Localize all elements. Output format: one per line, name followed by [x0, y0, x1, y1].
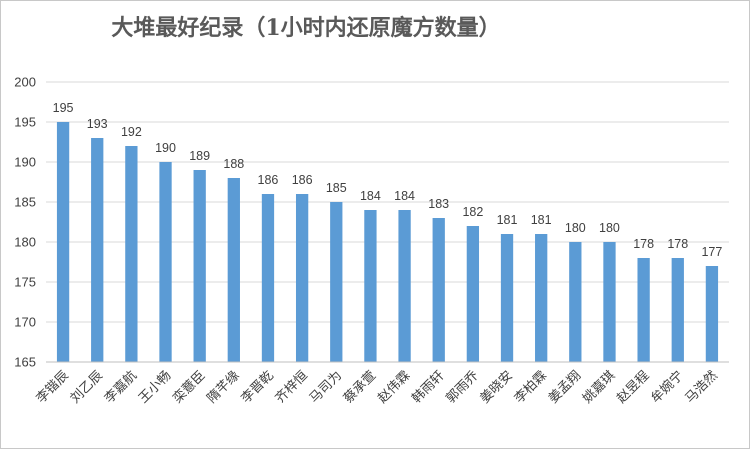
gridlines — [46, 81, 729, 323]
data-label: 180 — [565, 221, 586, 235]
data-label: 184 — [394, 189, 415, 203]
bars — [56, 122, 719, 362]
data-label: 186 — [292, 173, 313, 187]
chart-title: 大堆最好纪录（1小时内还原魔方数量） — [111, 15, 500, 41]
x-category-label: 马司为 — [307, 368, 345, 406]
data-label: 189 — [189, 149, 210, 163]
bar — [227, 178, 240, 362]
x-category-label: 郭雨乔 — [443, 368, 482, 407]
x-category-label: 姜晓安 — [478, 368, 516, 406]
x-category-label: 齐梓恒 — [272, 368, 311, 407]
y-tick-label: 170 — [14, 315, 36, 330]
bar — [466, 226, 480, 362]
x-category-label: 蔡承萱 — [341, 368, 379, 406]
data-label: 193 — [87, 117, 108, 131]
bar — [364, 210, 377, 362]
bar — [603, 242, 616, 362]
data-label: 195 — [53, 101, 74, 115]
data-label: 183 — [428, 197, 449, 211]
x-category-label: 赵伟霖 — [375, 368, 413, 406]
data-label: 184 — [360, 189, 381, 203]
bar — [330, 202, 343, 362]
data-label: 192 — [121, 125, 142, 139]
x-category-label: 李柏霖 — [512, 368, 550, 406]
x-category-label: 栾薏臣 — [170, 368, 209, 407]
data-label: 185 — [326, 181, 347, 195]
data-label: 182 — [462, 205, 483, 219]
x-category-label: 马浩然 — [682, 368, 721, 407]
bar — [671, 258, 684, 362]
data-label: 180 — [599, 221, 620, 235]
x-category-label: 李锴辰 — [34, 368, 72, 406]
y-tick-label: 200 — [14, 75, 36, 90]
x-category-label: 李嘉航 — [101, 368, 140, 407]
data-label: 181 — [531, 213, 552, 227]
data-label: 190 — [155, 141, 176, 155]
data-label: 178 — [633, 237, 654, 251]
x-category-label: 李晋乾 — [239, 368, 277, 406]
bar — [125, 146, 138, 362]
x-category-label: 王小畅 — [136, 368, 174, 406]
y-axis-ticks: 165 170 175 180 185 190 195 200 — [14, 75, 36, 370]
bar — [500, 234, 514, 362]
x-category-label: 姜孟翔 — [546, 368, 584, 406]
bar — [569, 242, 582, 362]
x-category-label: 赵昱程 — [614, 368, 652, 406]
bar — [261, 194, 275, 362]
y-tick-label: 165 — [14, 355, 36, 370]
data-label: 181 — [497, 213, 518, 227]
data-label: 186 — [258, 173, 279, 187]
y-tick-label: 190 — [14, 155, 36, 170]
bar — [295, 194, 309, 362]
bar — [193, 170, 206, 362]
x-axis-labels: 李锴辰刘乙辰李嘉航王小畅栾薏臣隋芊缘李晋乾齐梓恒马司为蔡承萱赵伟霖韩雨轩郭雨乔姜… — [34, 368, 721, 407]
bar — [705, 266, 719, 362]
y-tick-label: 175 — [14, 275, 36, 290]
data-labels: 195 193 192 190 189 188 186 186 185 184 184 183 182 1… — [53, 101, 723, 259]
bar — [398, 210, 411, 362]
x-category-label: 牟婉宁 — [648, 368, 687, 407]
bar — [637, 258, 650, 362]
y-tick-label: 180 — [14, 235, 36, 250]
data-label: 177 — [701, 245, 722, 259]
data-label: 188 — [223, 157, 244, 171]
x-category-label: 韩雨轩 — [409, 368, 447, 406]
data-label: 178 — [667, 237, 688, 251]
y-tick-label: 185 — [14, 195, 36, 210]
x-category-label: 刘乙辰 — [68, 368, 106, 406]
bar — [159, 162, 172, 362]
x-category-label: 姚嘉琪 — [580, 368, 618, 406]
bar — [56, 122, 70, 362]
y-tick-label: 195 — [14, 115, 36, 130]
bar — [432, 218, 445, 362]
x-category-label: 隋芊缘 — [204, 368, 243, 407]
bar — [535, 234, 548, 362]
bar — [91, 138, 104, 362]
